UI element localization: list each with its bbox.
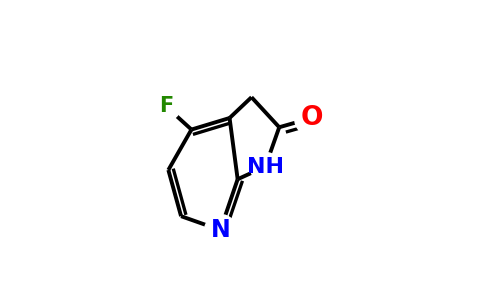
Text: F: F bbox=[159, 97, 173, 116]
Text: O: O bbox=[301, 105, 323, 131]
Text: N: N bbox=[211, 218, 230, 242]
Text: NH: NH bbox=[247, 157, 284, 176]
